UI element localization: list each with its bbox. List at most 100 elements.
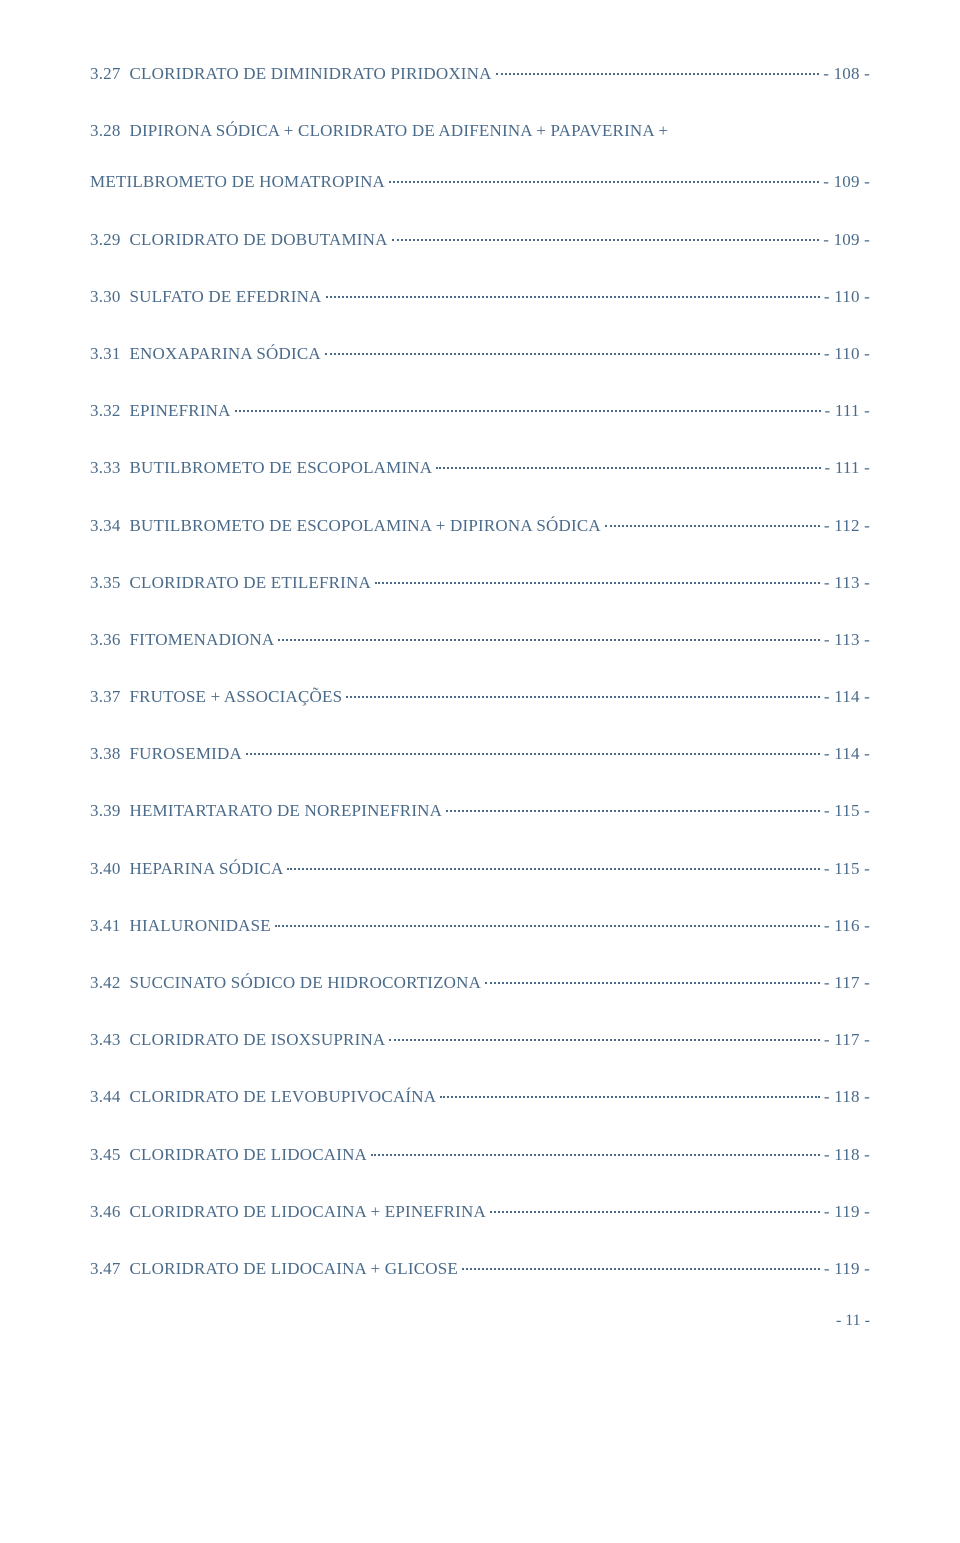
toc-page: - 118 - [824,1141,870,1168]
toc-label: ENOXAPARINA SÓDICA [129,340,320,367]
toc-page: - 115 - [824,855,870,882]
toc-leader [462,1268,820,1270]
toc-leader [235,410,821,412]
toc-entry: 3.31 ENOXAPARINA SÓDICA- 110 - [90,340,870,367]
toc-page: - 108 - [823,60,870,87]
toc-label: CLORIDRATO DE LIDOCAINA [129,1141,367,1168]
toc-entry: 3.39 HEMITARTARATO DE NOREPINEFRINA- 115… [90,797,870,824]
toc-number: 3.47 [90,1255,121,1282]
toc-entry: 3.43 CLORIDRATO DE ISOXSUPRINA - 117 - [90,1026,870,1053]
toc-page: - 110 - [824,283,870,310]
toc-number: 3.27 [90,60,121,87]
toc-leader [325,353,820,355]
toc-leader [446,810,820,812]
page-number: - 11 - [836,1312,870,1329]
table-of-contents: 3.27 CLORIDRATO DE DIMINIDRATO PIRIDOXIN… [90,60,870,1282]
toc-entry: 3.32 EPINEFRINA - 111 - [90,397,870,424]
toc-label: HEPARINA SÓDICA [129,855,283,882]
toc-number: 3.41 [90,912,121,939]
toc-entry: 3.34 BUTILBROMETO DE ESCOPOLAMINA + DIPI… [90,512,870,539]
toc-number: 3.43 [90,1026,121,1053]
toc-entry: 3.29 CLORIDRATO DE DOBUTAMINA- 109 - [90,226,870,253]
toc-label: CLORIDRATO DE LIDOCAINA + EPINEFRINA [129,1198,485,1225]
toc-page: - 118 - [824,1083,870,1110]
toc-label: EPINEFRINA [129,397,230,424]
toc-page: - 114 - [824,740,870,767]
toc-leader [436,467,820,469]
toc-leader [371,1154,820,1156]
toc-page: - 115 - [824,797,870,824]
toc-label: DIPIRONA SÓDICA + CLORIDRATO DE ADIFENIN… [129,117,668,144]
toc-leader [375,582,820,584]
toc-label: CLORIDRATO DE LIDOCAINA + GLICOSE [129,1255,457,1282]
toc-entry: 3.45 CLORIDRATO DE LIDOCAINA - 118 - [90,1141,870,1168]
toc-number: 3.38 [90,740,121,767]
toc-page: - 116 - [824,912,870,939]
toc-leader [389,1039,820,1041]
toc-page: - 119 - [824,1255,870,1282]
toc-label: CLORIDRATO DE ETILEFRINA [129,569,371,596]
toc-page: - 112 - [824,512,870,539]
toc-page: - 119 - [824,1198,870,1225]
toc-number: 3.36 [90,626,121,653]
toc-leader [485,982,820,984]
toc-leader [496,73,820,75]
toc-number: 3.35 [90,569,121,596]
toc-number: 3.39 [90,797,121,824]
toc-label: SUCCINATO SÓDICO DE HIDROCORTIZONA [129,969,481,996]
toc-leader [246,753,820,755]
toc-label: HIALURONIDASE [129,912,270,939]
toc-number: 3.33 [90,454,121,481]
toc-label: BUTILBROMETO DE ESCOPOLAMINA [129,454,432,481]
toc-number: 3.40 [90,855,121,882]
toc-entry: 3.40 HEPARINA SÓDICA - 115 - [90,855,870,882]
toc-label: CLORIDRATO DE DOBUTAMINA [129,226,387,253]
toc-entry: 3.28 DIPIRONA SÓDICA + CLORIDRATO DE ADI… [90,117,870,195]
toc-number: 3.30 [90,283,121,310]
page-footer: - 11 - [90,1312,870,1330]
toc-leader [389,181,819,183]
toc-entry: 3.47 CLORIDRATO DE LIDOCAINA + GLICOSE - … [90,1255,870,1282]
toc-number: 3.32 [90,397,121,424]
toc-label: CLORIDRATO DE ISOXSUPRINA [129,1026,385,1053]
toc-number: 3.28 [90,117,121,144]
toc-leader [440,1096,820,1098]
toc-label: CLORIDRATO DE DIMINIDRATO PIRIDOXINA [129,60,491,87]
toc-leader [392,239,820,241]
toc-label: METILBROMETO DE HOMATROPINA [90,168,385,195]
toc-label: BUTILBROMETO DE ESCOPOLAMINA + DIPIRONA … [129,512,600,539]
toc-entry: 3.33 BUTILBROMETO DE ESCOPOLAMINA - 111 - [90,454,870,481]
toc-entry: 3.46 CLORIDRATO DE LIDOCAINA + EPINEFRIN… [90,1198,870,1225]
toc-number: 3.29 [90,226,121,253]
toc-leader [275,925,820,927]
toc-number: 3.46 [90,1198,121,1225]
toc-leader [278,639,820,641]
toc-page: - 117 - [824,969,870,996]
toc-label: FUROSEMIDA [129,740,242,767]
toc-number: 3.31 [90,340,121,367]
toc-entry: 3.35 CLORIDRATO DE ETILEFRINA - 113 - [90,569,870,596]
toc-leader [346,696,820,698]
toc-entry: 3.37 FRUTOSE + ASSOCIAÇÕES- 114 - [90,683,870,710]
toc-leader [326,296,820,298]
toc-number: 3.45 [90,1141,121,1168]
toc-entry: 3.42 SUCCINATO SÓDICO DE HIDROCORTIZONA -… [90,969,870,996]
toc-page: - 114 - [824,683,870,710]
toc-page: - 111 - [825,397,870,424]
toc-label: SULFATO DE EFEDRINA [129,283,321,310]
toc-number: 3.44 [90,1083,121,1110]
toc-page: - 113 - [824,569,870,596]
toc-entry: 3.38 FUROSEMIDA - 114 - [90,740,870,767]
toc-page: - 117 - [824,1026,870,1053]
toc-number: 3.34 [90,512,121,539]
toc-leader [287,868,819,870]
toc-number: 3.37 [90,683,121,710]
toc-leader [490,1211,820,1213]
toc-entry: 3.41 HIALURONIDASE - 116 - [90,912,870,939]
toc-page: - 113 - [824,626,870,653]
toc-entry: 3.36 FITOMENADIONA- 113 - [90,626,870,653]
toc-entry: 3.44 CLORIDRATO DE LEVOBUPIVOCAÍNA- 118 … [90,1083,870,1110]
toc-number: 3.42 [90,969,121,996]
toc-page: - 111 - [825,454,870,481]
toc-entry: 3.27 CLORIDRATO DE DIMINIDRATO PIRIDOXIN… [90,60,870,87]
